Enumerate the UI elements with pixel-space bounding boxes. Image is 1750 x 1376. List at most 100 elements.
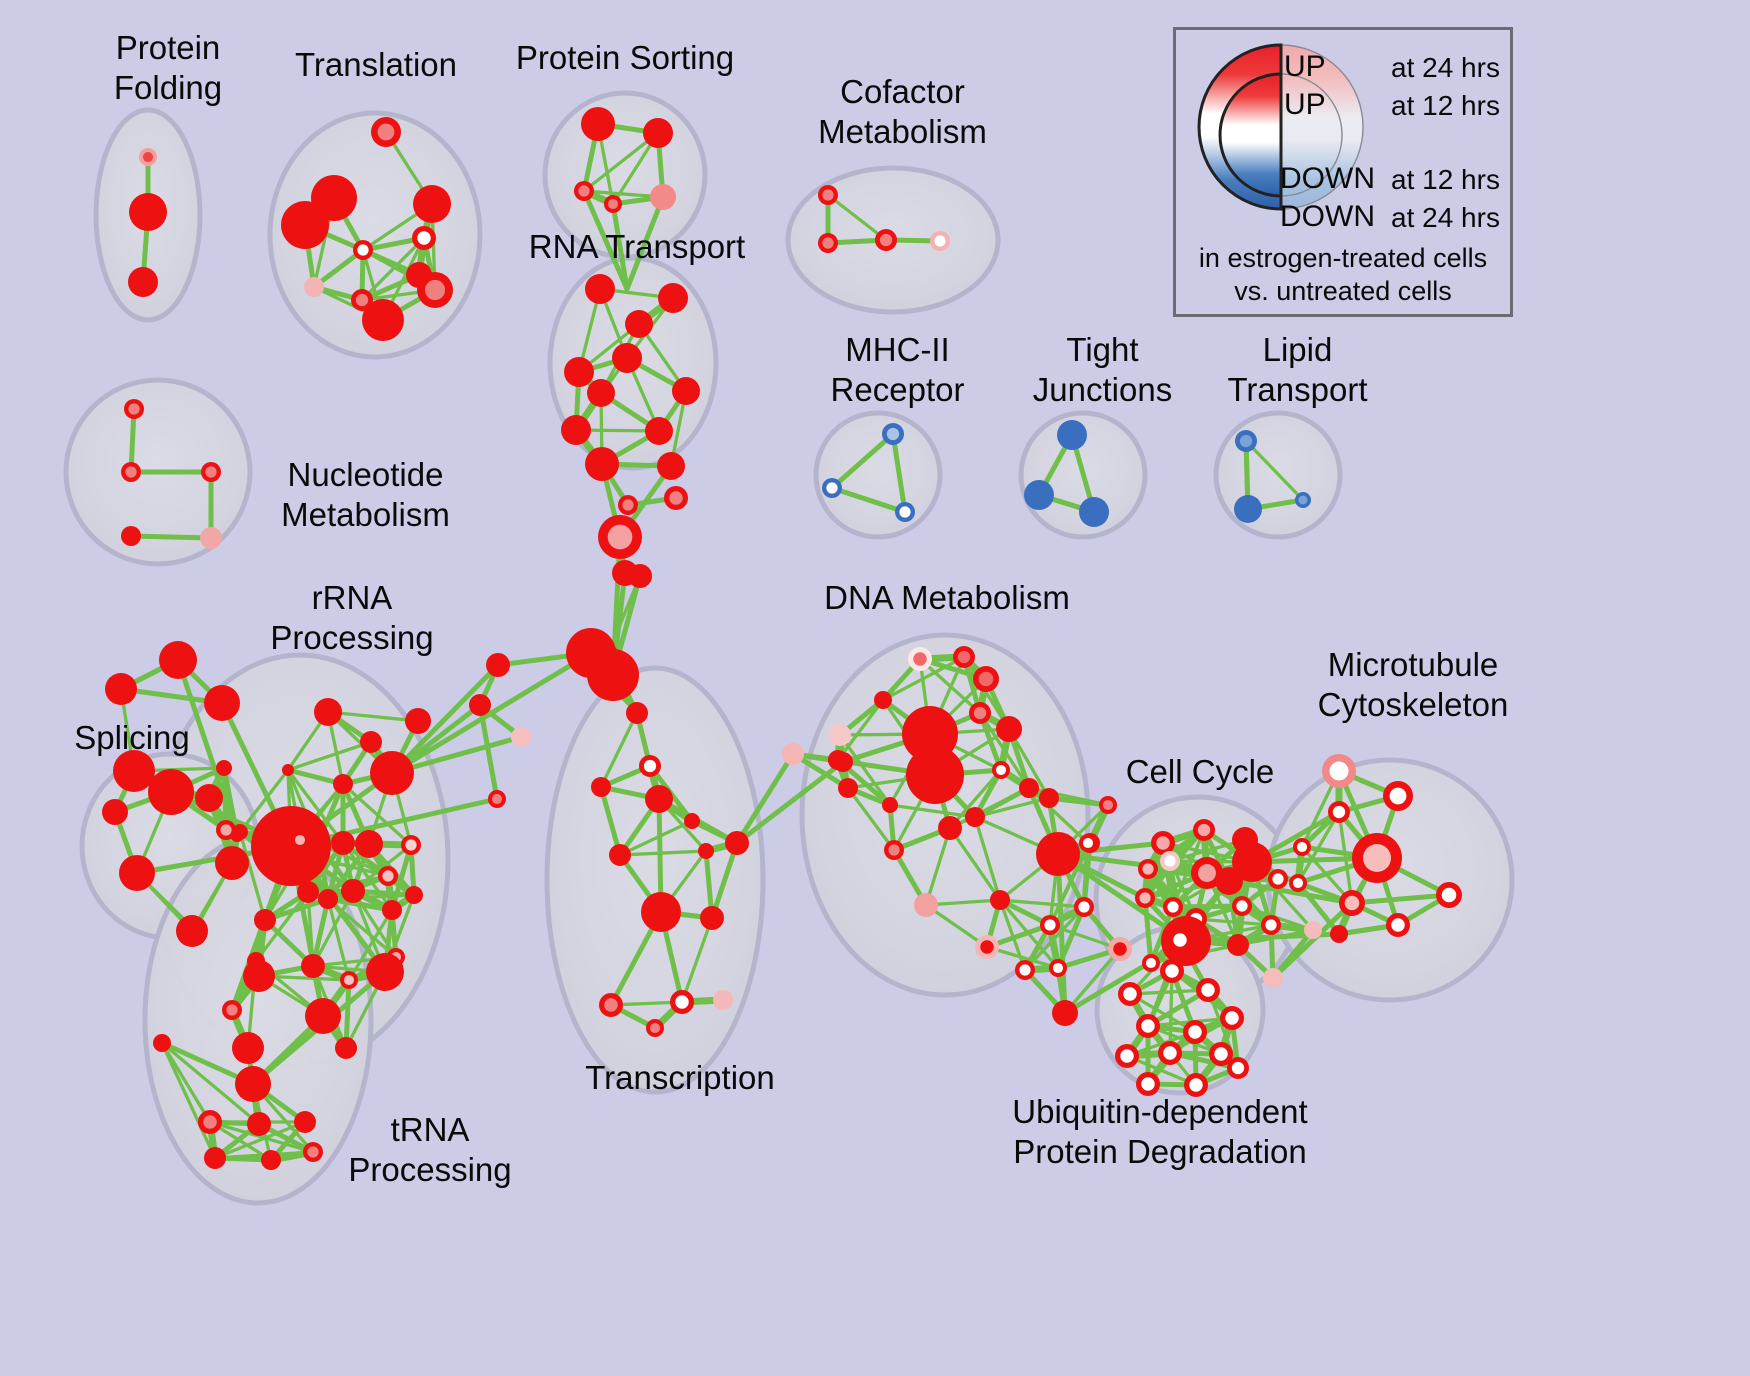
network-node[interactable] [992, 761, 1010, 779]
network-node[interactable] [102, 799, 128, 825]
network-node[interactable] [975, 935, 999, 959]
network-node[interactable] [1074, 897, 1094, 917]
network-node[interactable] [318, 889, 338, 909]
network-node[interactable] [882, 423, 904, 445]
network-node[interactable] [953, 646, 975, 668]
network-node[interactable] [198, 1110, 222, 1134]
network-node[interactable] [670, 990, 694, 1014]
network-node[interactable] [1151, 831, 1175, 855]
network-node[interactable] [486, 653, 510, 677]
network-node[interactable] [247, 1112, 271, 1136]
network-node[interactable] [625, 310, 653, 338]
network-node[interactable] [1293, 838, 1311, 856]
network-node[interactable] [382, 900, 402, 920]
network-node[interactable] [232, 824, 248, 840]
network-node[interactable] [1049, 959, 1067, 977]
network-node[interactable] [1168, 928, 1192, 952]
network-node[interactable] [222, 1000, 242, 1020]
network-node[interactable] [973, 666, 999, 692]
network-node[interactable] [698, 843, 714, 859]
network-node[interactable] [340, 971, 358, 989]
network-node[interactable] [413, 185, 451, 223]
network-node[interactable] [204, 685, 240, 721]
network-node[interactable] [314, 698, 342, 726]
network-node[interactable] [895, 502, 915, 522]
network-node[interactable] [612, 343, 642, 373]
network-node[interactable] [335, 1037, 357, 1059]
network-node[interactable] [598, 515, 642, 559]
network-node[interactable] [838, 778, 858, 798]
network-node[interactable] [378, 866, 398, 886]
network-node[interactable] [488, 790, 506, 808]
network-node[interactable] [216, 820, 236, 840]
network-node[interactable] [215, 846, 249, 880]
network-node[interactable] [650, 184, 676, 210]
network-node[interactable] [612, 560, 638, 586]
network-node[interactable] [626, 702, 648, 724]
network-node[interactable] [1136, 1014, 1160, 1038]
network-node[interactable] [176, 915, 208, 947]
network-node[interactable] [1142, 954, 1160, 972]
network-node[interactable] [1215, 867, 1243, 895]
network-node[interactable] [1079, 834, 1097, 852]
network-node[interactable] [574, 181, 594, 201]
network-node[interactable] [1304, 921, 1322, 939]
network-node[interactable] [281, 201, 329, 249]
network-node[interactable] [469, 694, 491, 716]
network-node[interactable] [139, 148, 157, 166]
network-node[interactable] [1158, 1041, 1182, 1065]
network-node[interactable] [303, 1142, 323, 1162]
network-node[interactable] [511, 727, 531, 747]
network-node[interactable] [295, 846, 313, 864]
network-node[interactable] [121, 462, 141, 482]
network-node[interactable] [564, 357, 594, 387]
network-node[interactable] [401, 835, 421, 855]
network-node[interactable] [362, 299, 404, 341]
network-node[interactable] [930, 231, 950, 251]
network-node[interactable] [561, 415, 591, 445]
network-node[interactable] [201, 462, 221, 482]
network-node[interactable] [412, 226, 436, 250]
network-node[interactable] [261, 1150, 281, 1170]
network-node[interactable] [829, 724, 851, 746]
network-node[interactable] [310, 835, 326, 851]
network-node[interactable] [938, 816, 962, 840]
network-node[interactable] [591, 777, 611, 797]
network-node[interactable] [884, 840, 904, 860]
network-node[interactable] [657, 452, 685, 480]
network-node[interactable] [200, 527, 222, 549]
network-node[interactable] [658, 283, 688, 313]
network-node[interactable] [1268, 869, 1288, 889]
network-node[interactable] [639, 755, 661, 777]
network-node[interactable] [405, 886, 423, 904]
network-node[interactable] [874, 691, 892, 709]
network-node[interactable] [1079, 497, 1109, 527]
network-node[interactable] [818, 185, 838, 205]
network-node[interactable] [833, 752, 853, 772]
network-node[interactable] [1209, 1042, 1233, 1066]
network-node[interactable] [1135, 888, 1155, 908]
network-node[interactable] [908, 647, 932, 671]
network-node[interactable] [882, 797, 898, 813]
network-node[interactable] [204, 1147, 226, 1169]
network-node[interactable] [782, 743, 804, 765]
network-node[interactable] [1322, 754, 1356, 788]
network-node[interactable] [232, 1032, 264, 1064]
network-node[interactable] [1019, 778, 1039, 798]
network-node[interactable] [599, 993, 623, 1017]
network-node[interactable] [1115, 1044, 1139, 1068]
network-node[interactable] [370, 751, 414, 795]
network-node[interactable] [333, 774, 353, 794]
network-node[interactable] [645, 417, 673, 445]
network-node[interactable] [609, 844, 631, 866]
network-node[interactable] [128, 267, 158, 297]
network-node[interactable] [1138, 859, 1158, 879]
network-node[interactable] [672, 377, 700, 405]
network-node[interactable] [216, 760, 232, 776]
network-node[interactable] [1386, 913, 1410, 937]
network-node[interactable] [353, 240, 373, 260]
network-node[interactable] [195, 784, 223, 812]
network-node[interactable] [643, 118, 673, 148]
network-node[interactable] [1328, 801, 1350, 823]
network-node[interactable] [1436, 882, 1462, 908]
